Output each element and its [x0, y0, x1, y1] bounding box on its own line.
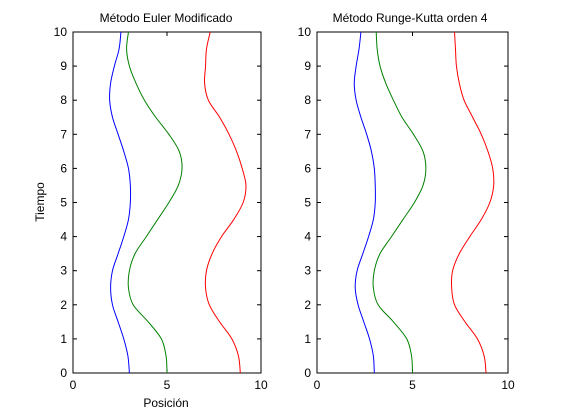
- y-axis-label: Tiempo: [33, 182, 47, 222]
- series-line: [450, 31, 495, 374]
- plot-title: Método Runge-Kutta orden 4: [333, 11, 488, 25]
- x-tick-label: 5: [409, 378, 416, 392]
- x-tick-label: 0: [314, 378, 321, 392]
- x-tick-label: 0: [70, 378, 77, 392]
- y-tick-label: 0: [60, 366, 67, 380]
- series-line: [203, 31, 247, 374]
- y-tick-label: 3: [60, 264, 67, 278]
- y-tick-label: 2: [60, 298, 67, 312]
- y-tick-label: 9: [60, 59, 67, 73]
- plot-euler: Método Euler Modificado Posición Tiempo …: [33, 11, 268, 410]
- series-line: [353, 31, 376, 374]
- x-axis-label: Posición: [143, 396, 188, 410]
- y-tick-label: 8: [60, 93, 67, 107]
- y-tick-label: 1: [304, 332, 311, 346]
- plot-title: Método Euler Modificado: [100, 11, 233, 25]
- series-line: [126, 31, 183, 374]
- plot-runge-kutta: Método Runge-Kutta orden 4 0 1 2 3 4 5 6 7 8 9 10 0…: [298, 11, 515, 392]
- y-tick-label: 0: [304, 366, 311, 380]
- y-tick-label: 1: [60, 332, 67, 346]
- x-tick-label: 5: [164, 378, 171, 392]
- series-line: [109, 31, 132, 374]
- y-tick-label: 5: [304, 196, 311, 210]
- y-tick-label: 3: [304, 264, 311, 278]
- y-tick-label: 5: [60, 196, 67, 210]
- series-line: [372, 31, 427, 374]
- x-tick-label: 10: [254, 378, 268, 392]
- y-tick-label: 2: [304, 298, 311, 312]
- y-tick-label: 7: [60, 127, 67, 141]
- y-tick-label: 6: [304, 161, 311, 175]
- axes-frame: [316, 31, 509, 374]
- y-tick-label: 9: [304, 59, 311, 73]
- y-tick-label: 6: [60, 161, 67, 175]
- y-tick-label: 7: [304, 127, 311, 141]
- y-tick-label: 10: [54, 25, 68, 39]
- axes-frame: [72, 31, 262, 374]
- x-tick-label: 10: [501, 378, 515, 392]
- y-tick-label: 4: [60, 230, 67, 244]
- y-tick-label: 8: [304, 93, 311, 107]
- y-tick-label: 4: [304, 230, 311, 244]
- y-tick-label: 10: [298, 25, 312, 39]
